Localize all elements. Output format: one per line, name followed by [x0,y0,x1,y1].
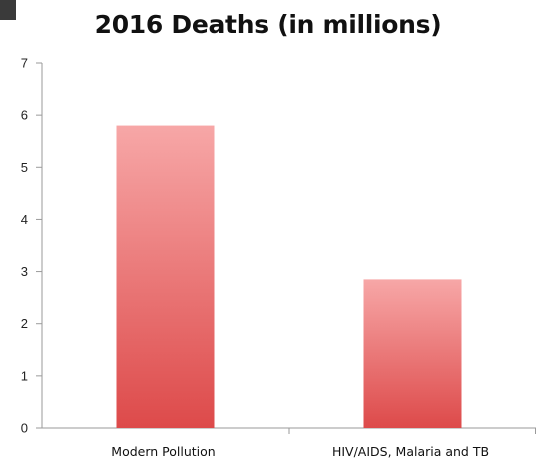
x-tick-label: HIV/AIDS, Malaria and TB [332,444,489,459]
bar [116,125,215,429]
y-tick-label: 0 [21,421,28,436]
corner-mark [0,0,16,20]
bar [363,279,462,428]
y-tick-label: 6 [21,108,28,123]
y-tick-label: 5 [21,160,28,175]
chart-title: 2016 Deaths (in millions) [94,10,442,39]
y-tick-label: 1 [21,368,28,383]
y-tick-label: 3 [21,264,28,279]
y-tick-label: 2 [21,316,28,331]
x-tick-label: Modern Pollution [111,444,215,459]
y-tick-label: 4 [21,212,28,227]
y-tick-label: 7 [21,56,28,71]
